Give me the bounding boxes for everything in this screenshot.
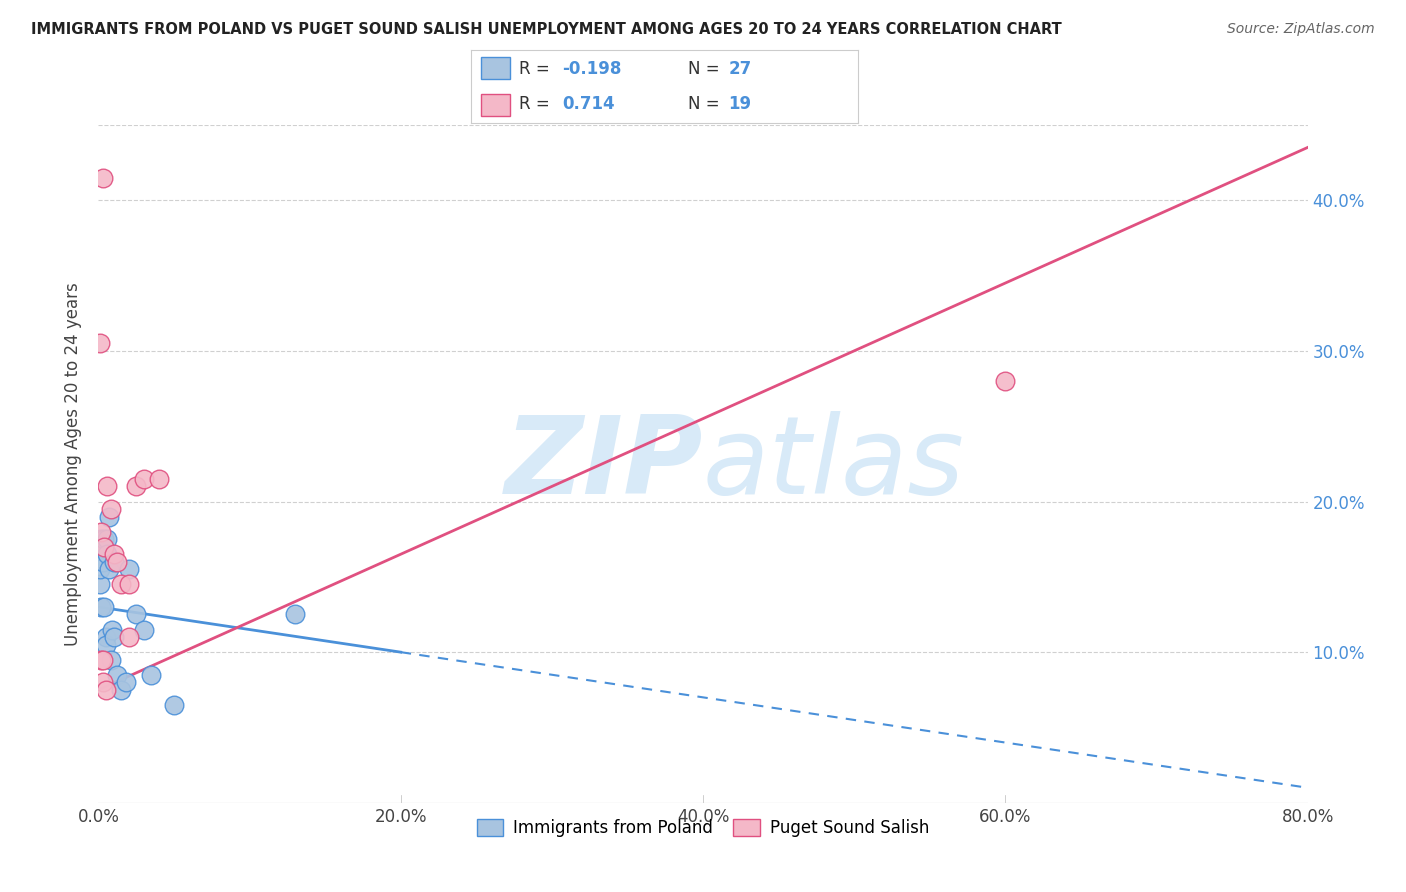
Point — [105, 555, 128, 569]
Point — [103, 547, 125, 561]
Point — [148, 472, 170, 486]
Text: 0.714: 0.714 — [562, 95, 614, 113]
Point — [141, 667, 163, 681]
Point — [96, 532, 118, 546]
Point — [114, 675, 136, 690]
Point — [118, 577, 141, 591]
Text: IMMIGRANTS FROM POLAND VS PUGET SOUND SALISH UNEMPLOYMENT AMONG AGES 20 TO 24 YE: IMMIGRANTS FROM POLAND VS PUGET SOUND SA… — [31, 22, 1062, 37]
Point — [91, 540, 114, 554]
Point — [105, 667, 128, 681]
Point — [91, 675, 114, 690]
Point — [118, 630, 141, 644]
Point — [89, 577, 111, 591]
Point — [163, 698, 186, 712]
Point — [284, 607, 307, 622]
Text: R =: R = — [519, 95, 555, 113]
Text: atlas: atlas — [703, 411, 965, 516]
Bar — [481, 57, 510, 79]
Point — [103, 630, 125, 644]
Point — [103, 555, 125, 569]
Point — [118, 562, 141, 576]
Point — [94, 638, 117, 652]
Y-axis label: Unemployment Among Ages 20 to 24 years: Unemployment Among Ages 20 to 24 years — [63, 282, 82, 646]
Legend: Immigrants from Poland, Puget Sound Salish: Immigrants from Poland, Puget Sound Sali… — [468, 811, 938, 846]
Point — [90, 532, 112, 546]
Point — [125, 479, 148, 493]
Text: 19: 19 — [728, 95, 751, 113]
Point — [125, 607, 148, 622]
Text: R =: R = — [519, 60, 555, 78]
Point — [90, 599, 112, 614]
Point — [98, 509, 121, 524]
Text: ZIP: ZIP — [505, 411, 703, 516]
Point — [94, 630, 117, 644]
Point — [91, 653, 114, 667]
Point — [96, 547, 118, 561]
Text: Source: ZipAtlas.com: Source: ZipAtlas.com — [1227, 22, 1375, 37]
Point — [93, 599, 115, 614]
Point — [89, 562, 111, 576]
Text: 27: 27 — [728, 60, 751, 78]
Point — [132, 623, 155, 637]
Point — [110, 577, 132, 591]
Point — [96, 479, 118, 493]
Point — [93, 540, 115, 554]
Point — [994, 374, 1017, 388]
Point — [100, 653, 122, 667]
Point — [89, 336, 111, 351]
Point — [98, 562, 121, 576]
Text: N =: N = — [688, 95, 724, 113]
Point — [110, 682, 132, 697]
Point — [132, 472, 155, 486]
Point — [93, 532, 115, 546]
Point — [94, 682, 117, 697]
Point — [100, 502, 122, 516]
Text: -0.198: -0.198 — [562, 60, 621, 78]
Bar — [481, 94, 510, 116]
Point — [90, 524, 112, 539]
Text: N =: N = — [688, 60, 724, 78]
Point — [90, 653, 112, 667]
Point — [91, 170, 114, 185]
Point — [91, 555, 114, 569]
Point — [101, 623, 124, 637]
